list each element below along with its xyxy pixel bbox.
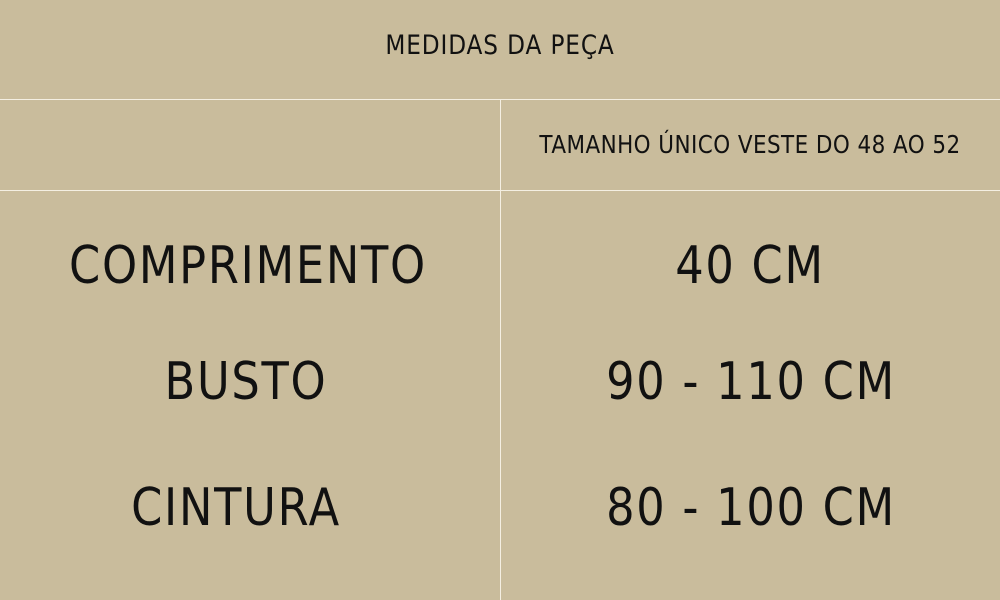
size-header: TAMANHO ÚNICO VESTE DO 48 AO 52 [539, 130, 961, 159]
column-divider [500, 99, 501, 600]
table-title: MEDIDAS DA PEÇA [385, 30, 615, 61]
row-value-comprimento: 40 CM [675, 236, 825, 296]
row-value-busto: 90 - 110 CM [606, 352, 896, 412]
row-label-busto: BUSTO [164, 352, 328, 412]
row-label-comprimento: COMPRIMENTO [69, 236, 427, 296]
row-label-cintura: CINTURA [131, 478, 341, 538]
row-value-cintura: 80 - 100 CM [606, 478, 896, 538]
